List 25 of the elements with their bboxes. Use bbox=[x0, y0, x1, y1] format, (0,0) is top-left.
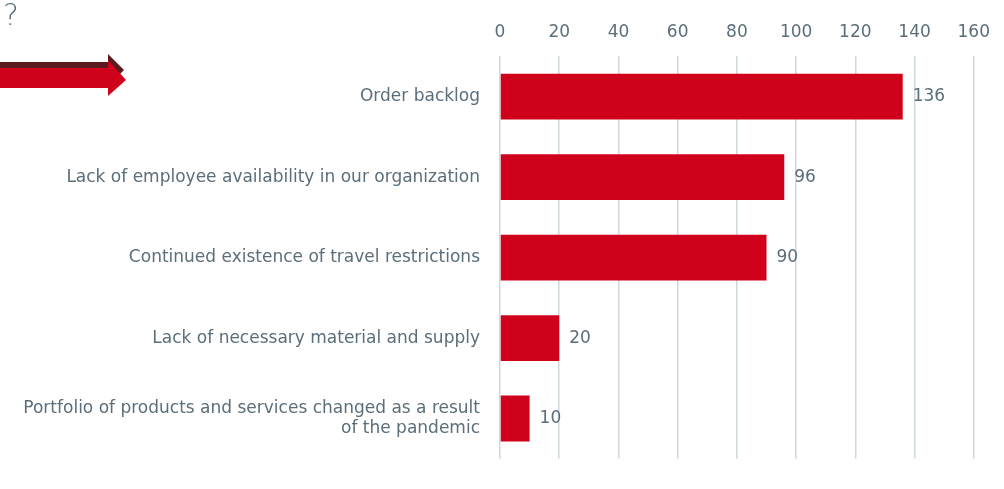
text: ? bbox=[3, 0, 19, 32]
data-label: 90 bbox=[776, 246, 799, 267]
data-label: 20 bbox=[569, 326, 591, 347]
bar bbox=[500, 234, 767, 281]
y-tick-label: Order backlog bbox=[359, 85, 480, 106]
y-tick-label: Continued existence of travel restrictions bbox=[128, 246, 481, 267]
x-tick-label: 160 bbox=[957, 20, 990, 41]
y-tick-label: Lack of necessary material and supply bbox=[152, 326, 480, 347]
x-tick-label: 120 bbox=[839, 20, 872, 41]
y-tick-label: Lack of employee availability in our organization bbox=[66, 165, 480, 186]
x-tick-label: 40 bbox=[607, 20, 630, 41]
x-tick-label: 20 bbox=[548, 20, 571, 41]
bar bbox=[500, 315, 560, 362]
bar bbox=[500, 154, 785, 201]
x-tick-label: 100 bbox=[779, 20, 813, 41]
x-tick-label: 140 bbox=[898, 20, 931, 41]
y-tick-label: Portfolio of products and services changed as a result of the pandemic bbox=[23, 396, 481, 438]
x-tick-label: 0 bbox=[494, 20, 506, 41]
bar bbox=[500, 73, 903, 120]
x-tick-label: 80 bbox=[726, 20, 748, 41]
data-label: 96 bbox=[794, 165, 816, 186]
data-label: 136 bbox=[912, 85, 946, 106]
x-tick-label: 60 bbox=[666, 20, 689, 41]
data-label: 10 bbox=[539, 406, 562, 427]
bar bbox=[500, 395, 530, 442]
